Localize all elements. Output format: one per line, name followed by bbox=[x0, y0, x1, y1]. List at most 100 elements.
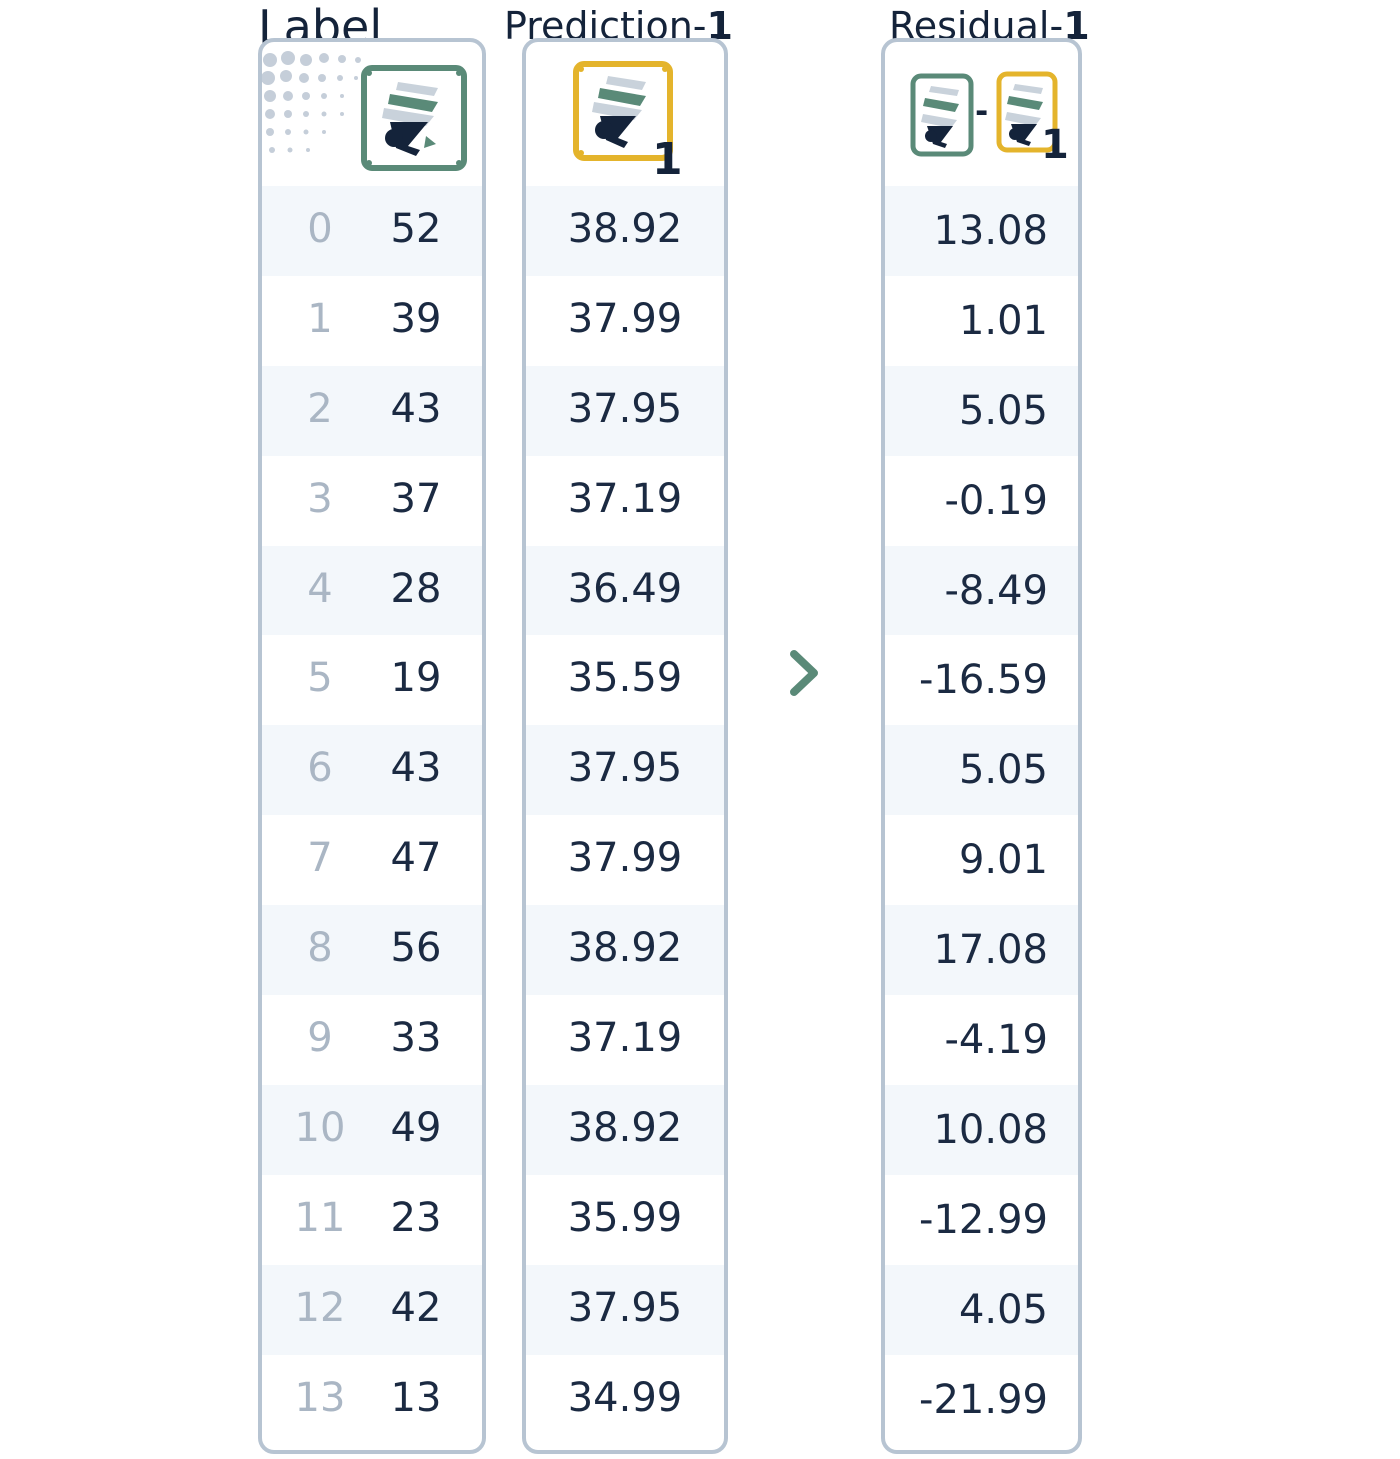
residual-value: -16.59 bbox=[919, 657, 1048, 704]
row-index: 5 bbox=[307, 655, 333, 702]
prediction-value: 37.95 bbox=[567, 385, 683, 432]
tree-model-icon: 1 bbox=[573, 61, 683, 180]
residual-row: 5.05 bbox=[885, 725, 1078, 816]
residual-value: 4.05 bbox=[958, 1286, 1048, 1333]
row-index: 13 bbox=[294, 1374, 346, 1421]
residual-row: 4.05 bbox=[885, 1264, 1078, 1355]
label-row: 11 23 bbox=[262, 1175, 482, 1265]
label-column-panel: 0 52 1 39 2 43 3 37 4 28 5 19 6 43 7 47 8 56 9 33 10 49 11 23 12… bbox=[258, 38, 486, 1454]
row-index: 10 bbox=[294, 1104, 346, 1151]
residual-row: 13.08 bbox=[885, 186, 1078, 276]
prediction-icon-subscript: 1 bbox=[652, 134, 683, 180]
label-row: 7 47 bbox=[262, 815, 482, 905]
label-row: 3 37 bbox=[262, 456, 482, 546]
residual-row: -4.19 bbox=[885, 995, 1078, 1085]
prediction-row: 37.99 bbox=[526, 276, 724, 366]
row-index: 12 bbox=[294, 1284, 346, 1331]
label-value: 28 bbox=[390, 565, 442, 612]
prediction-row: 38.92 bbox=[526, 186, 724, 276]
prediction-value: 37.95 bbox=[567, 1284, 683, 1331]
tree-model-icon bbox=[361, 65, 467, 171]
residual-row: 10.08 bbox=[885, 1084, 1078, 1175]
label-row: 8 56 bbox=[262, 905, 482, 996]
label-row: 0 52 bbox=[262, 186, 482, 276]
prediction-value: 35.99 bbox=[567, 1194, 683, 1241]
prediction-row: 38.92 bbox=[526, 1084, 724, 1175]
prediction-value: 37.19 bbox=[567, 475, 683, 522]
residual-rows: 13.08 1.01 5.05 -0.19 -8.49 -16.59 5.05 9.01 17.… bbox=[885, 186, 1078, 1444]
label-rows: 0 52 1 39 2 43 3 37 4 28 5 19 6 43 7 47 8 56 9 33 10 49 11 23 12… bbox=[262, 186, 482, 1444]
prediction-row: 38.92 bbox=[526, 905, 724, 996]
prediction-value: 38.92 bbox=[567, 206, 683, 252]
prediction-value: 37.95 bbox=[567, 745, 683, 792]
residual-value: 17.08 bbox=[933, 927, 1048, 974]
residual-row: -8.49 bbox=[885, 545, 1078, 636]
row-index: 3 bbox=[307, 475, 333, 522]
prediction-value: 38.92 bbox=[567, 1104, 683, 1151]
minus-sign: - bbox=[975, 92, 988, 130]
residual-value: 1.01 bbox=[958, 297, 1048, 344]
row-index: 11 bbox=[294, 1194, 346, 1241]
label-value: 37 bbox=[390, 475, 442, 522]
label-value: 49 bbox=[390, 1104, 442, 1151]
row-index: 2 bbox=[307, 385, 333, 432]
prediction-value: 38.92 bbox=[567, 925, 683, 972]
label-value: 52 bbox=[390, 206, 442, 252]
label-row: 9 33 bbox=[262, 995, 482, 1085]
prediction-header: 1 bbox=[526, 42, 724, 188]
residual-row: 9.01 bbox=[885, 815, 1078, 905]
prediction-value: 37.19 bbox=[567, 1015, 683, 1062]
residual-value: 5.05 bbox=[958, 747, 1048, 794]
residual-value: -8.49 bbox=[944, 567, 1049, 614]
residual-value: 10.08 bbox=[933, 1106, 1048, 1153]
label-row: 12 42 bbox=[262, 1264, 482, 1355]
label-value: 42 bbox=[390, 1284, 442, 1331]
prediction-row: 34.99 bbox=[526, 1355, 724, 1445]
residual-value: 5.05 bbox=[958, 387, 1048, 434]
prediction-value: 35.59 bbox=[567, 655, 683, 702]
label-row: 2 43 bbox=[262, 365, 482, 456]
prediction-value: 37.99 bbox=[567, 295, 683, 342]
residual-row: 1.01 bbox=[885, 276, 1078, 366]
row-index: 7 bbox=[307, 835, 333, 882]
label-row: 13 13 bbox=[262, 1355, 482, 1445]
residual-row: -21.99 bbox=[885, 1355, 1078, 1445]
chevron-right-icon bbox=[790, 650, 818, 696]
residual-value: -4.19 bbox=[944, 1017, 1049, 1064]
prediction-row: 35.59 bbox=[526, 635, 724, 725]
label-value: 33 bbox=[390, 1015, 442, 1062]
prediction-row: 37.95 bbox=[526, 365, 724, 456]
prediction-row: 37.19 bbox=[526, 456, 724, 546]
label-row: 10 49 bbox=[262, 1084, 482, 1175]
label-header bbox=[262, 42, 482, 188]
label-value: 39 bbox=[390, 295, 442, 342]
row-index: 8 bbox=[307, 925, 333, 972]
residual-icon-subscript: 1 bbox=[1041, 122, 1069, 164]
label-row: 5 19 bbox=[262, 635, 482, 725]
residual-value: 13.08 bbox=[933, 208, 1048, 254]
residual-value: -0.19 bbox=[944, 477, 1049, 524]
residual-value: -21.99 bbox=[919, 1376, 1048, 1423]
residual-row: 17.08 bbox=[885, 905, 1078, 996]
label-row: 6 43 bbox=[262, 725, 482, 816]
label-value: 56 bbox=[390, 925, 442, 972]
label-row: 1 39 bbox=[262, 276, 482, 366]
prediction-row: 36.49 bbox=[526, 545, 724, 636]
label-value: 43 bbox=[390, 385, 442, 432]
prediction-value: 34.99 bbox=[567, 1374, 683, 1421]
prediction-row: 37.95 bbox=[526, 725, 724, 816]
prediction-value: 37.99 bbox=[567, 835, 683, 882]
residual-column-panel: - 1 13.08 1.01 5.05 -0.19 -8.49 -16.59 5.05 9.0… bbox=[881, 38, 1082, 1454]
prediction-value: 36.49 bbox=[567, 565, 683, 612]
prediction-rows: 38.92 37.99 37.95 37.19 36.49 35.59 37.95 37.99… bbox=[526, 186, 724, 1444]
row-index: 9 bbox=[307, 1015, 333, 1062]
prediction-row: 35.99 bbox=[526, 1175, 724, 1265]
halftone-dots-decoration bbox=[262, 51, 361, 153]
label-value: 43 bbox=[390, 745, 442, 792]
row-index: 1 bbox=[307, 295, 333, 342]
row-index: 6 bbox=[307, 745, 333, 792]
prediction-row: 37.99 bbox=[526, 815, 724, 905]
row-index: 4 bbox=[307, 565, 333, 612]
label-value: 13 bbox=[390, 1374, 442, 1421]
residual-formula-icon: - 1 bbox=[910, 71, 1069, 164]
